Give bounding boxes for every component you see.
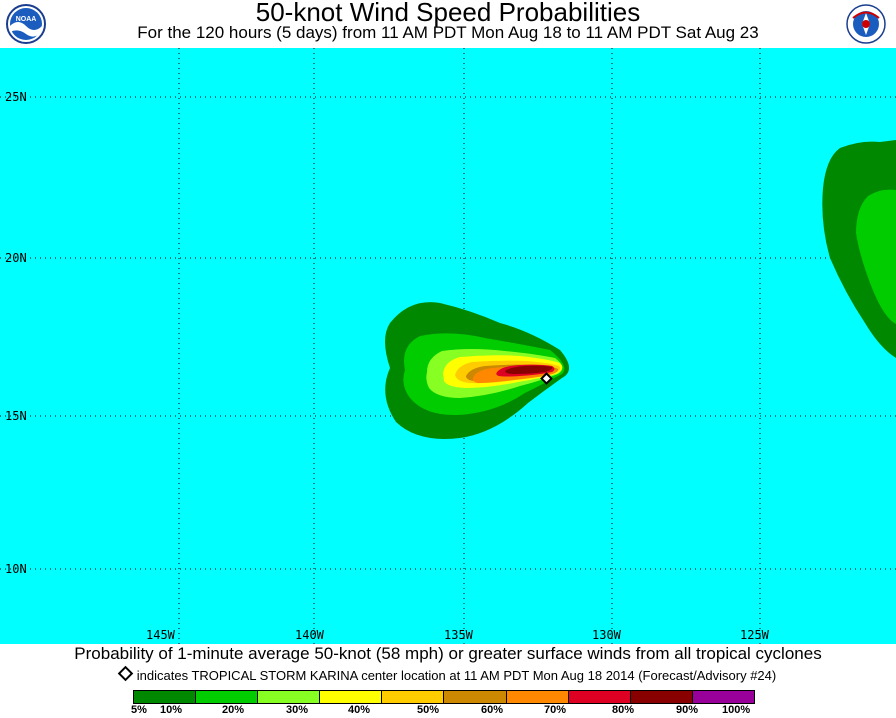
lon-label-130w: 130W — [592, 628, 621, 642]
lon-label-145w: 145W — [146, 628, 175, 642]
lat-label-25n: 25N — [5, 90, 27, 104]
legend-label: 10% — [160, 704, 183, 716]
lon-label-135w: 135W — [444, 628, 473, 642]
legend-label: 20% — [222, 704, 245, 716]
legend-label: 100% — [722, 704, 751, 716]
lon-label-125w: 125W — [740, 628, 769, 642]
probability-map: 25N 20N 15N 10N 145W 140W 135W 130W 125W — [0, 48, 896, 644]
karina-probability-swath — [385, 302, 570, 439]
east-prob-10-contour — [856, 189, 896, 324]
lat-label-15n: 15N — [5, 409, 27, 423]
color-legend-bar — [133, 690, 755, 704]
map-canvas — [0, 48, 896, 644]
legend-swatch-70 — [568, 691, 631, 703]
noaa-logo-text: NOAA — [16, 16, 37, 23]
storm-note-text: indicates TROPICAL STORM KARINA center l… — [136, 668, 777, 683]
legend-label: 30% — [286, 704, 309, 716]
legend-labels: 5% 10% 20% 30% 40% 50% 60% 70% 80% 90% 1… — [0, 704, 896, 718]
legend-label: 80% — [612, 704, 635, 716]
legend-label: 40% — [348, 704, 371, 716]
prob-80-contour — [505, 365, 553, 374]
legend-swatch-80 — [630, 691, 693, 703]
map-subtitle: For the 120 hours (5 days) from 11 AM PD… — [137, 23, 759, 42]
tropical-storm-center-icon — [540, 372, 553, 385]
eastern-probability-swath — [822, 140, 896, 358]
legend-swatch-10 — [196, 691, 259, 703]
probability-caption: Probability of 1-minute average 50-knot … — [74, 644, 822, 663]
storm-center-legend-icon — [117, 665, 134, 682]
legend-label: 90% — [676, 704, 699, 716]
footer: Probability of 1-minute average 50-knot … — [0, 644, 896, 716]
legend-label: 5% — [131, 704, 147, 716]
legend-swatch-90 — [692, 691, 754, 703]
nws-logo-icon — [846, 4, 886, 44]
map-title: 50-knot Wind Speed Probabilities — [255, 0, 641, 27]
legend-swatch-40 — [382, 691, 445, 703]
lat-label-20n: 20N — [5, 251, 27, 265]
lat-label-10n: 10N — [5, 562, 27, 576]
storm-note: indicates TROPICAL STORM KARINA center l… — [0, 665, 896, 684]
header: 50-knot Wind Speed Probabilities For the… — [0, 0, 896, 48]
legend-label: 50% — [417, 704, 440, 716]
legend-swatch-50 — [444, 691, 507, 703]
legend-swatch-20 — [258, 691, 321, 703]
lon-label-140w: 140W — [295, 628, 324, 642]
legend-label: 60% — [481, 704, 504, 716]
legend-swatch-5 — [134, 691, 197, 703]
legend-swatch-60 — [506, 691, 569, 703]
legend-swatch-30 — [320, 691, 383, 703]
noaa-logo-icon: NOAA — [6, 4, 46, 44]
legend-label: 70% — [544, 704, 567, 716]
